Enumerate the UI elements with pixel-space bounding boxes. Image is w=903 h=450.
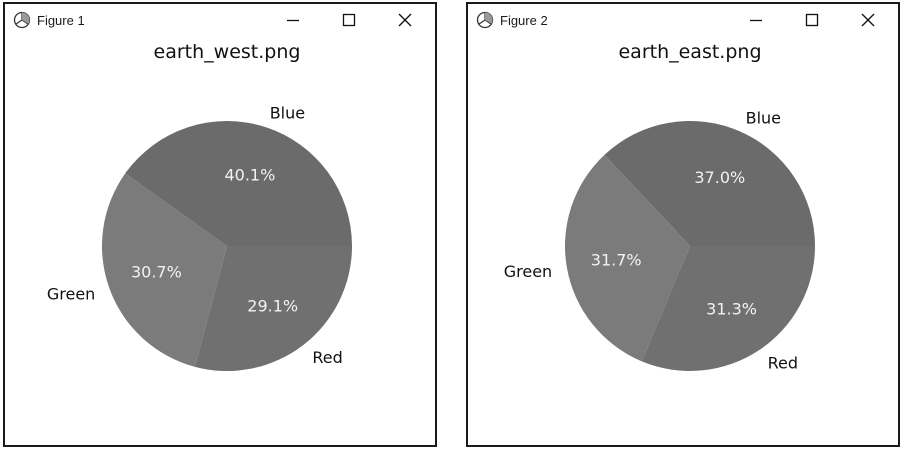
pie-slice-label: Red xyxy=(768,354,798,373)
pie-percent-label: 29.1% xyxy=(247,296,298,315)
pie-slice-red xyxy=(641,246,815,371)
title-bar[interactable]: Figure 1 xyxy=(5,4,435,36)
close-icon[interactable] xyxy=(858,10,878,30)
pie-slice-green xyxy=(101,173,227,367)
pie-slice-green xyxy=(565,154,690,362)
pie-percent-label: 37.0% xyxy=(694,168,745,187)
minimize-icon[interactable] xyxy=(746,10,766,30)
pie-percent-label: 30.7% xyxy=(131,262,182,281)
pie-slice-blue xyxy=(604,120,815,246)
pie-slice-label: Green xyxy=(504,262,552,281)
pie-slice-red xyxy=(194,246,352,372)
figure-window-2: Figure 2 earth_east.png 37.0% Blue 31.7% Gr… xyxy=(466,2,900,447)
pie-slice-blue xyxy=(125,121,352,246)
pie-percent-label: 31.7% xyxy=(591,250,642,269)
window-title: Figure 2 xyxy=(500,13,548,28)
pie-percent-label: 31.3% xyxy=(706,299,757,318)
pie-slice-label: Red xyxy=(312,348,342,367)
chart-title: earth_west.png xyxy=(154,41,301,63)
window-title: Figure 1 xyxy=(37,13,85,28)
pie-slice-label: Blue xyxy=(746,109,781,128)
figure-window-1: Figure 1 earth_west.png 40.1% Blue 30.7% Gr… xyxy=(3,2,437,447)
minimize-icon[interactable] xyxy=(283,10,303,30)
chart-title: earth_east.png xyxy=(618,41,761,63)
close-icon[interactable] xyxy=(395,10,415,30)
maximize-icon[interactable] xyxy=(339,10,359,30)
pie-chart: earth_west.png 40.1% Blue 30.7% Green 29.1% R… xyxy=(47,41,352,372)
maximize-icon[interactable] xyxy=(802,10,822,30)
pie-chart: earth_east.png 37.0% Blue 31.7% Green 31.3% R… xyxy=(504,41,815,373)
pie-slice-label: Blue xyxy=(270,104,305,123)
figure-app-icon xyxy=(476,11,494,29)
figure-app-icon xyxy=(13,11,31,29)
pie-slice-label: Green xyxy=(47,285,95,304)
pie-percent-label: 40.1% xyxy=(224,166,275,185)
title-bar[interactable]: Figure 2 xyxy=(468,4,898,36)
